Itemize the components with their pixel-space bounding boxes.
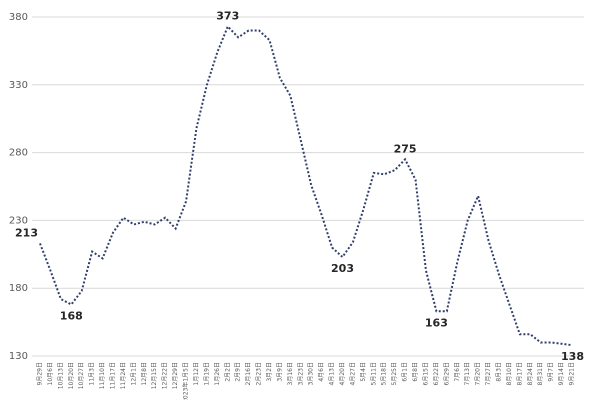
x-tick-label: 9月21日 [569, 362, 576, 385]
x-tick-label: 6月29日 [443, 362, 450, 385]
x-tick-label: 11月10日 [99, 362, 106, 389]
data-label: 213 [15, 226, 38, 239]
data-label: 203 [331, 262, 354, 275]
x-tick-label: 11月17日 [110, 362, 117, 389]
x-tick-label: 8月24日 [527, 362, 534, 385]
x-tick-label: 12月22日 [162, 362, 169, 389]
x-tick-label: 5月18日 [381, 362, 388, 385]
x-tick-label: 9月7日 [548, 362, 555, 382]
x-tick-label: 10月20日 [68, 362, 75, 389]
x-tick-label: 1月19日 [203, 362, 210, 385]
x-tick-label: 12月29日 [172, 362, 179, 389]
x-tick-label: 4月13日 [329, 362, 336, 385]
x-tick-label: 6月15日 [422, 362, 429, 385]
x-tick-label: 2023年1月5日 [182, 362, 190, 400]
x-tick-label: 8月10日 [506, 362, 513, 385]
x-tick-label: 11月24日 [120, 362, 127, 389]
x-tick-label: 12月15日 [151, 362, 158, 389]
data-label: 373 [216, 9, 239, 22]
x-tick-label: 6月1日 [402, 362, 409, 382]
x-tick-label: 8月3日 [495, 362, 502, 382]
x-tick-label: 9月29日 [37, 362, 44, 385]
x-tick-label: 1月12日 [193, 362, 200, 385]
x-tick-label: 7月13日 [464, 362, 471, 385]
x-tick-label: 2月9日 [235, 362, 242, 382]
x-tick-label: 11月3日 [89, 362, 96, 385]
y-tick-label: 230 [9, 215, 28, 226]
y-tick-label: 330 [9, 80, 28, 91]
x-tick-label: 3月16日 [287, 362, 294, 385]
data-label: 275 [394, 142, 417, 155]
x-tick-label: 6月8日 [412, 362, 419, 382]
data-label: 138 [561, 350, 584, 363]
x-tick-label: 5月25日 [391, 362, 398, 385]
data-line [39, 24, 573, 347]
y-tick-label: 180 [9, 283, 28, 294]
x-tick-label: 3月30日 [308, 362, 315, 385]
x-tick-label: 10月6日 [47, 362, 54, 385]
x-tick-label: 4月20日 [339, 362, 346, 385]
data-label: 163 [425, 316, 448, 329]
x-tick-label: 6月22日 [433, 362, 440, 385]
x-tick-label: 10月27日 [78, 362, 85, 389]
x-tick-label: 5月4日 [360, 362, 367, 382]
x-tick-label: 9月14日 [558, 362, 565, 385]
x-tick-label: 7月20日 [475, 362, 482, 385]
x-tick-label: 1月26日 [214, 362, 221, 385]
y-tick-label: 130 [9, 351, 28, 362]
x-tick-label: 7月27日 [485, 362, 492, 385]
data-label: 168 [60, 309, 83, 322]
x-tick-label: 8月17日 [516, 362, 523, 385]
x-tick-label: 3月23日 [297, 362, 304, 385]
x-tick-label: 4月27日 [349, 362, 356, 385]
x-tick-label: 3月9日 [276, 362, 283, 382]
x-tick-label: 2月16日 [245, 362, 252, 385]
x-tick-label: 2月2日 [224, 362, 231, 382]
x-tick-label: 12月1日 [130, 362, 137, 385]
x-tick-label: 2月23日 [256, 362, 263, 385]
x-tick-label: 4月6日 [318, 362, 325, 382]
x-tick-label: 5月11日 [370, 362, 377, 385]
x-tick-label: 10月13日 [57, 362, 64, 389]
x-tick-label: 7月6日 [454, 362, 461, 382]
x-tick-label: 8月31日 [537, 362, 544, 385]
y-tick-label: 380 [9, 12, 28, 23]
x-tick-label: 3月2日 [266, 362, 273, 382]
x-tick-label: 12月8日 [141, 362, 148, 385]
y-tick-label: 280 [9, 148, 28, 159]
